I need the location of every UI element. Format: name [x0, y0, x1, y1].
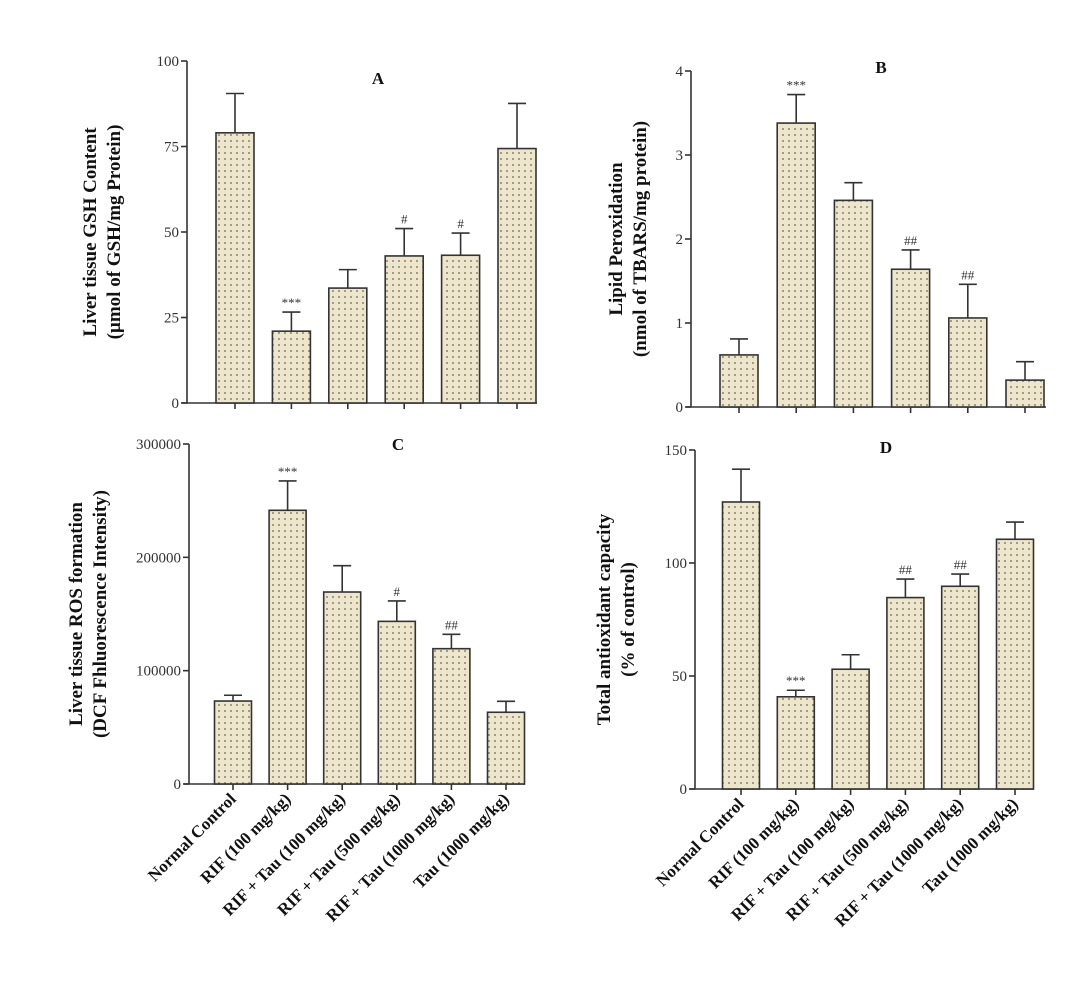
panel-b: B 0 1 2 3 4 Lipid Peroxidation (nmol of TBARS/m…: [606, 58, 1046, 416]
bar-rif-tau-100-mg-kg: [327, 287, 368, 404]
y-axis-label: Liver tissue ROS formation: [66, 502, 87, 726]
bar-normal-control: [721, 501, 761, 790]
y-tick-label: 3: [676, 148, 684, 164]
significance-marker: ***: [786, 673, 806, 688]
bar-normal-control: [213, 700, 253, 785]
bar-rif-100-mg-kg: [271, 330, 312, 404]
y-tick-label: 4: [676, 64, 684, 80]
panel-title: A: [372, 69, 385, 88]
significance-marker: ***: [278, 464, 298, 479]
y-tick-label: 0: [174, 777, 182, 793]
significance-marker: ***: [786, 78, 806, 93]
significance-marker: ##: [899, 562, 913, 577]
bar-rif-tau-1000-mg-kg: [432, 647, 471, 785]
panel-title: C: [392, 435, 404, 454]
bar-rif-100-mg-kg: [776, 122, 817, 408]
panel-a: A 0 25 50 75 100 Liver tissue GSH Content (µmol…: [80, 54, 537, 412]
significance-marker: ***: [282, 295, 302, 310]
y-tick-label: 150: [665, 443, 688, 459]
y-axis-label: (µmol of GSH/mg Protein): [104, 125, 125, 340]
bar-rif-100-mg-kg: [776, 695, 816, 790]
panel-c: C 0 100000 200000 300000 Liver tissue ROS for…: [66, 435, 526, 925]
bar-rif-tau-500-mg-kg: [377, 620, 417, 785]
bar-rif-tau-500-mg-kg: [886, 596, 925, 790]
significance-marker: ##: [961, 267, 975, 282]
y-axis-label: (% of control): [618, 562, 639, 677]
bar-rif-100-mg-kg: [268, 509, 307, 785]
panel-d: D 0 50 100 150 Total antioxidant capacity (% o…: [594, 438, 1035, 930]
y-tick-label: 2: [676, 232, 684, 248]
y-tick-label: 1: [676, 316, 684, 332]
y-axis-label: (nmol of TBARS/mg protein): [630, 121, 651, 357]
y-axis-label: Liver tissue GSH Content: [80, 127, 101, 337]
y-tick-label: 0: [172, 396, 180, 412]
significance-marker: #: [457, 216, 464, 231]
x-tick-label: Tau (1000 mg/kg): [919, 794, 1022, 897]
bar-rif-tau-1000-mg-kg: [940, 585, 980, 790]
y-tick-label: 0: [680, 782, 688, 798]
bar-rif-tau-100-mg-kg: [831, 668, 870, 790]
significance-marker: #: [401, 212, 408, 227]
bar-tau-1000-mg-kg: [995, 538, 1035, 790]
bar-rif-tau-100-mg-kg: [833, 199, 874, 408]
significance-marker: ##: [445, 617, 459, 632]
y-tick-label: 100: [665, 556, 688, 572]
significance-marker: #: [394, 584, 401, 599]
y-tick-label: 75: [164, 140, 179, 156]
y-tick-label: 200000: [136, 550, 181, 566]
y-tick-label: 100: [157, 54, 180, 70]
y-axis-label: (DCF Fhluorescence Intensity): [90, 490, 111, 738]
y-tick-label: 100000: [136, 664, 181, 680]
bar-tau-1000-mg-kg: [1005, 379, 1045, 408]
y-tick-label: 50: [672, 669, 687, 685]
y-tick-label: 50: [164, 225, 179, 241]
significance-marker: ##: [904, 233, 918, 248]
bar-tau-1000-mg-kg: [497, 147, 537, 404]
y-tick-label: 300000: [136, 437, 181, 453]
bar-rif-tau-100-mg-kg: [322, 591, 362, 785]
significance-marker: ##: [954, 557, 968, 572]
y-tick-label: 25: [164, 311, 179, 327]
bar-rif-tau-500-mg-kg: [890, 268, 931, 408]
panel-title: D: [880, 438, 892, 457]
x-tick-label: Tau (1000 mg/kg): [410, 789, 513, 892]
bar-normal-control: [719, 354, 759, 408]
y-axis-label: Lipid Peroxidation: [606, 162, 627, 316]
bar-normal-control: [215, 132, 255, 404]
panel-title: B: [875, 58, 886, 77]
y-axis-label: Total antioxidant capacity: [594, 513, 615, 725]
bar-rif-tau-1000-mg-kg: [440, 254, 481, 404]
bar-tau-1000-mg-kg: [486, 711, 526, 785]
y-tick-label: 0: [676, 400, 684, 416]
bar-rif-tau-500-mg-kg: [384, 255, 425, 404]
bar-rif-tau-1000-mg-kg: [947, 317, 988, 408]
